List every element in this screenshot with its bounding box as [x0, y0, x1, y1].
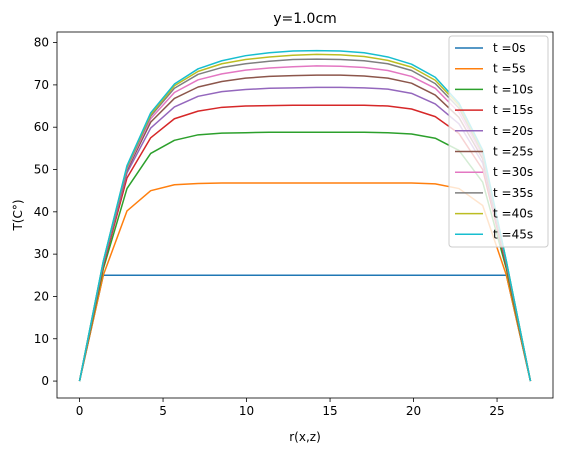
x-tick-label: 25: [489, 404, 504, 418]
legend-label-9: t =45s: [493, 227, 533, 241]
legend-label-6: t =30s: [493, 165, 533, 179]
x-tick-label: 15: [322, 404, 337, 418]
x-tick-label: 20: [406, 404, 421, 418]
chart-title: y=1.0cm: [273, 11, 337, 27]
y-tick-label: 30: [34, 247, 49, 261]
y-tick-label: 70: [34, 78, 49, 92]
x-tick-label: 10: [239, 404, 254, 418]
y-axis-label: T(C°): [11, 199, 25, 231]
legend-label-8: t =40s: [493, 207, 533, 221]
y-tick-label: 0: [41, 374, 49, 388]
legend-label-4: t =20s: [493, 124, 533, 138]
legend-label-7: t =35s: [493, 186, 533, 200]
y-tick-label: 80: [34, 36, 49, 50]
y-tick-label: 40: [34, 205, 49, 219]
legend-label-3: t =15s: [493, 103, 533, 117]
x-axis-label: r(x,z): [289, 430, 321, 444]
y-tick-label: 60: [34, 120, 49, 134]
legend-label-1: t =5s: [493, 62, 525, 76]
x-tick-label: 0: [76, 404, 84, 418]
legend: t =0s t =5s t =10s t =15s t =20s t =25s t =30s…: [448, 35, 549, 248]
legend-label-2: t =10s: [493, 82, 533, 96]
y-tick-label: 20: [34, 289, 49, 303]
legend-label-0: t =0s: [493, 41, 525, 55]
plot-frame: [56, 31, 554, 399]
y-tick-label: 10: [34, 332, 49, 346]
axes: 0 5 10 15 20 25 0 10 20 30 40 50 60 70 80: [34, 31, 554, 418]
series-line-0: [78, 274, 532, 382]
x-tick-label: 5: [159, 404, 167, 418]
y-tick-label: 50: [34, 163, 49, 177]
legend-label-5: t =25s: [493, 145, 533, 159]
